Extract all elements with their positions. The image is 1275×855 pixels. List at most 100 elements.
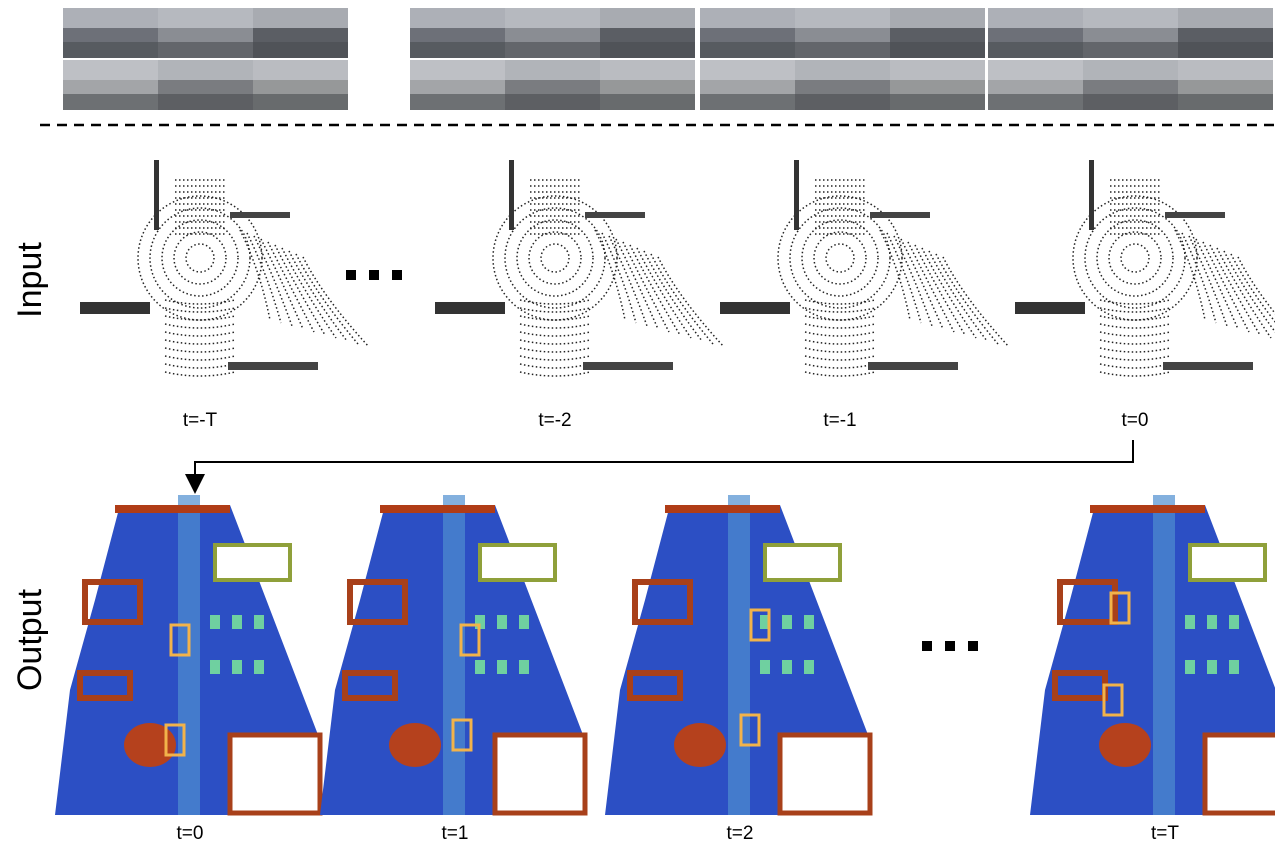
scan-ring (1121, 244, 1149, 272)
wall (868, 362, 958, 370)
camera-road (988, 42, 1083, 58)
scan-line (616, 239, 658, 329)
scan-line (1100, 372, 1170, 376)
camera-road (253, 42, 348, 58)
building (1205, 735, 1275, 813)
scan-line (805, 340, 875, 344)
output-label: Output (11, 588, 49, 691)
car (254, 615, 264, 629)
scan-line (520, 308, 590, 312)
camera-road (1178, 94, 1273, 110)
figure: Input Output t=-Tt=-2t=-1t=0t=0t=1t=2t=T (0, 0, 1275, 850)
camera-road (795, 94, 890, 110)
car (1207, 615, 1217, 629)
input-point-cloud (1015, 160, 1275, 376)
scan-line (520, 332, 590, 336)
camera-sky (63, 8, 158, 28)
camera-sky (410, 60, 505, 80)
camera-sky (890, 8, 985, 28)
tree (124, 723, 176, 767)
scan-ring (529, 232, 581, 284)
scan-line (609, 236, 647, 326)
camera-sky (410, 8, 505, 28)
scan-line (240, 230, 270, 320)
camera-road (700, 94, 795, 110)
scan-line (520, 356, 590, 360)
scan-ring (150, 208, 250, 308)
scan-line (915, 245, 965, 335)
scan-line (805, 332, 875, 336)
scan-line (303, 257, 369, 347)
camera-sky (1083, 60, 1178, 80)
car (497, 660, 507, 674)
scan-ring (790, 208, 890, 308)
camera-sky (890, 60, 985, 80)
camera-road (700, 42, 795, 58)
scan-line (254, 236, 292, 326)
flow-arrow (195, 440, 1133, 484)
camera-sky (63, 60, 158, 80)
scan-line (1100, 324, 1170, 328)
scan-line (520, 340, 590, 344)
camera-road (253, 94, 348, 110)
scan-line (282, 248, 336, 338)
camera-road (63, 42, 158, 58)
output-occupancy (605, 495, 870, 815)
camera-road (1178, 42, 1273, 58)
scan-line (894, 236, 932, 326)
input-point-cloud (80, 160, 369, 376)
scan-line (289, 251, 347, 341)
wall (435, 302, 505, 314)
scan-line (165, 308, 235, 312)
scan-line (1100, 340, 1170, 344)
camera-road (1083, 42, 1178, 58)
scan-line (1175, 230, 1205, 320)
wall (1165, 212, 1225, 218)
car (1207, 660, 1217, 674)
camera-images (988, 8, 1273, 110)
scan-ring (186, 244, 214, 272)
camera-sky (158, 60, 253, 80)
camera-road (1083, 94, 1178, 110)
scan-line (637, 248, 691, 338)
pole (1089, 160, 1094, 230)
camera-sky (700, 8, 795, 28)
car (1229, 615, 1239, 629)
scan-line (929, 251, 987, 341)
car (519, 660, 529, 674)
pole (154, 160, 159, 230)
scan-line (165, 332, 235, 336)
car (232, 615, 242, 629)
car (232, 660, 242, 674)
scan-line (805, 356, 875, 360)
scan-ring (541, 244, 569, 272)
scan-line (651, 254, 713, 344)
frame-label: t=T (1151, 823, 1179, 844)
scan-line (644, 251, 702, 341)
camera-sky (600, 60, 695, 80)
scan-line (165, 372, 235, 376)
output-occupancy (320, 495, 585, 815)
input-point-cloud (435, 160, 724, 376)
scan-line (943, 257, 1009, 347)
scan-ring (1085, 208, 1185, 308)
frame-label: t=1 (442, 823, 469, 844)
camera-images (63, 8, 348, 110)
car (519, 615, 529, 629)
scan-ring (814, 232, 866, 284)
scan-line (520, 364, 590, 368)
scan-line (165, 340, 235, 344)
camera-sky (1178, 60, 1273, 80)
scan-line (805, 348, 875, 352)
camera-road (410, 42, 505, 58)
scan-line (261, 239, 303, 329)
scan-line (658, 257, 724, 347)
scan-ring (1109, 232, 1161, 284)
scan-line (805, 372, 875, 376)
scan-line (165, 324, 235, 328)
wall (80, 302, 150, 314)
pole (509, 160, 514, 230)
car (475, 660, 485, 674)
camera-road (158, 42, 253, 58)
camera-road (890, 94, 985, 110)
